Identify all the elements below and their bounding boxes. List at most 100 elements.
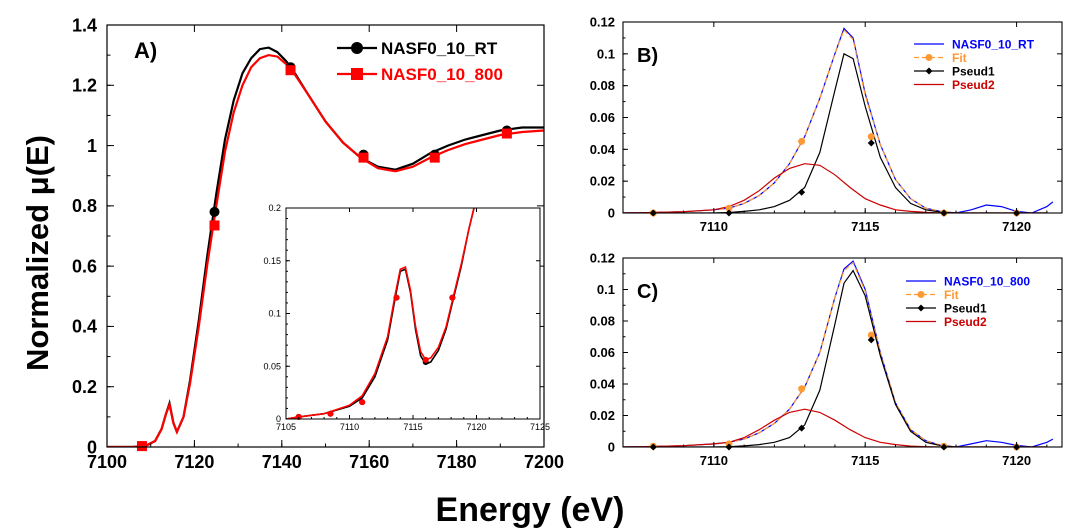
y-tick-label: 0.1 [597, 282, 615, 297]
y-tick-label: 0.02 [590, 408, 615, 423]
legend-label: NASF0_10_800 [944, 274, 1030, 288]
series-line-nasf0-10-rt [623, 27, 1054, 213]
legend-label: Fit [952, 51, 967, 65]
data-point-square [136, 441, 147, 452]
series-line-fit [623, 261, 1047, 447]
y-axis-label: Normalized μ(E) [20, 135, 55, 371]
panel-label: A) [134, 38, 157, 63]
y-tick-label: 0.4 [72, 317, 97, 337]
data-point-circle [359, 399, 366, 406]
data-point-circle [867, 331, 875, 339]
data-point-circle [295, 413, 302, 420]
x-tick-label: 7115 [851, 453, 879, 468]
panel-label: B) [637, 45, 658, 67]
data-point-square [209, 220, 220, 231]
panel-b-chart: 7110 7115 7120 0 0.02 0.04 0.06 0.08 0.1 0.12 B) NA… [590, 15, 1063, 234]
legend-swatch-marker [917, 291, 925, 298]
legend-label: Pseud1 [952, 64, 995, 78]
x-tick-label: 7120 [174, 452, 214, 472]
legend-swatch-marker [351, 42, 363, 54]
legend-label: Fit [944, 288, 959, 302]
y-tick-label: 1 [87, 136, 97, 156]
legend-entry: Fit [914, 51, 967, 65]
y-tick-label: 0.06 [590, 345, 615, 360]
panel-c-chart: 7110 7115 7120 0 0.02 0.04 0.06 0.08 0.1 0.12 C) NA… [590, 251, 1063, 468]
x-tick-label: 7110 [700, 453, 728, 468]
legend-entry: Pseud2 [914, 78, 995, 92]
legend-label: NASF0_10_800 [381, 65, 503, 84]
y-tick-label: 1.4 [72, 15, 97, 35]
data-point-circle [393, 294, 400, 301]
y-tick-label: 0.04 [590, 142, 616, 157]
data-point-square [501, 128, 512, 139]
x-tick-label: 7200 [524, 452, 564, 472]
legend-entry: NASF0_10_RT [914, 37, 1035, 51]
x-tick-label: 7125 [530, 422, 550, 432]
data-point-diamond [867, 336, 875, 344]
y-tick-label: 0.2 [268, 203, 281, 213]
data-point-circle [449, 294, 456, 301]
data-point-circle [798, 137, 806, 145]
data-point-circle [422, 356, 429, 363]
y-tick-label: 0.2 [72, 377, 97, 397]
y-tick-label: 0.1 [268, 309, 281, 319]
x-tick-label: 7180 [437, 452, 477, 472]
x-tick-label: 7110 [700, 219, 728, 234]
inset-chart: 7105 7110 7115 7120 7125 0 0.05 0.1 0.15 0.2 [263, 203, 550, 432]
data-point-diamond [867, 139, 875, 147]
legend-label: Pseud2 [952, 78, 995, 92]
series-line-fit [623, 28, 1047, 213]
legend-label: NASF0_10_RT [381, 39, 498, 58]
y-tick-label: 0.08 [590, 314, 615, 329]
data-point-square [285, 65, 296, 76]
y-tick-label: 0 [608, 440, 615, 455]
legend-swatch-marker [925, 67, 933, 75]
legend-entry: NASF0_10_800 [337, 65, 503, 84]
legend-entry: Fit [906, 288, 959, 302]
x-tick-label: 7115 [403, 422, 422, 432]
data-point-square [358, 152, 369, 163]
data-point-diamond [798, 188, 806, 196]
x-tick-label: 7120 [466, 422, 486, 432]
data-point-diamond [798, 424, 806, 432]
legend-entry: Pseud2 [906, 315, 987, 329]
x-tick-label: 7110 [340, 422, 359, 432]
y-tick-label: 0.08 [590, 78, 615, 93]
y-tick-label: 0.12 [590, 15, 615, 30]
data-point-circle [327, 410, 334, 417]
x-tick-label: 7120 [1002, 453, 1031, 468]
x-tick-label: 7160 [349, 452, 389, 472]
y-tick-label: 0 [608, 206, 615, 221]
y-tick-label: 0 [276, 414, 281, 424]
legend-swatch-marker [351, 68, 363, 80]
legend-entry: Pseud1 [906, 301, 987, 315]
data-point-circle [725, 204, 733, 212]
series-line-nasf0-10-800 [286, 207, 475, 419]
y-tick-label: 0.06 [590, 110, 615, 125]
x-tick-label: 7105 [276, 422, 296, 432]
series-line-pseud2 [623, 163, 1047, 213]
legend-swatch-marker [917, 304, 925, 312]
x-tick-label: 7100 [87, 452, 127, 472]
panel-label: C) [637, 281, 658, 303]
y-tick-label: 0.1 [597, 46, 615, 61]
legend-label: NASF0_10_RT [952, 37, 1035, 51]
panel-a-chart: 7100 7120 7140 7160 7180 7200 0 0.2 0.4 0.6 0.8 1 1.… [72, 15, 564, 472]
x-axis-label: Energy (eV) [436, 491, 625, 529]
legend-label: Pseud1 [944, 301, 987, 315]
y-tick-label: 0.6 [72, 256, 97, 276]
y-tick-label: 0.12 [590, 251, 615, 266]
series-line-pseud2 [623, 408, 1047, 447]
legend-entry: NASF0_10_800 [906, 274, 1030, 288]
x-tick-label: 7140 [262, 452, 302, 472]
y-tick-label: 0.04 [590, 377, 616, 392]
y-tick-label: 0 [87, 437, 97, 457]
y-tick-label: 0.15 [263, 256, 281, 266]
y-tick-label: 0.05 [263, 361, 281, 371]
data-point-circle [867, 133, 875, 141]
legend-label: Pseud2 [944, 315, 987, 329]
legend-entry: Pseud1 [914, 64, 995, 78]
x-tick-label: 7115 [851, 219, 879, 234]
legend-swatch-marker [925, 54, 933, 61]
